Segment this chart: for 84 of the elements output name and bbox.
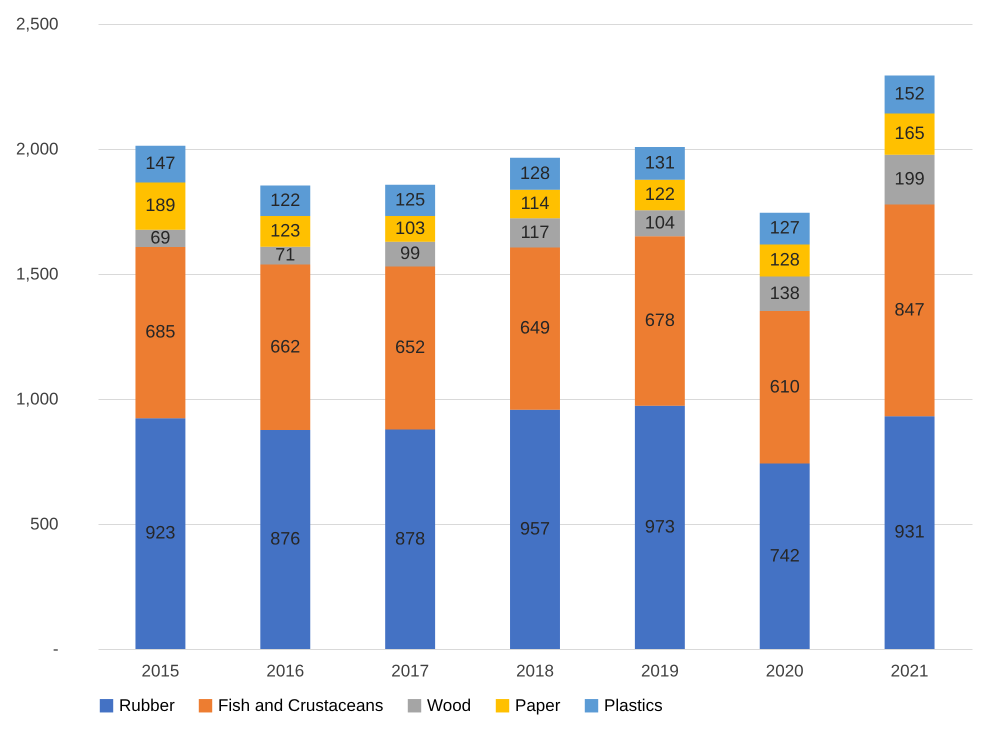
bar	[634, 180, 685, 210]
data-label: 99	[400, 243, 420, 264]
bar	[634, 147, 685, 180]
bar	[760, 311, 810, 464]
legend-label: Paper	[515, 696, 561, 715]
bar	[135, 418, 186, 649]
bar	[884, 154, 935, 204]
x-tick-label: 2020	[766, 662, 804, 680]
data-label: 878	[395, 528, 426, 548]
data-label: 662	[270, 336, 300, 356]
bar	[385, 266, 436, 430]
data-label: 138	[770, 282, 800, 303]
legend-label: Fish and Crustaceans	[218, 696, 384, 715]
x-tick-label: 2016	[266, 662, 304, 680]
bar	[260, 216, 310, 247]
bar	[884, 416, 935, 649]
data-label: 104	[644, 212, 675, 232]
data-label: 147	[145, 153, 176, 174]
data-label: 103	[395, 218, 426, 238]
data-label: 125	[395, 189, 426, 210]
x-tick-label: 2015	[142, 662, 180, 680]
y-tick-label: -	[52, 640, 58, 658]
y-tick-label: 2,500	[16, 14, 58, 34]
bar	[135, 146, 186, 182]
data-label: 876	[270, 528, 300, 548]
bar	[884, 114, 935, 155]
data-label: 128	[520, 162, 550, 183]
bar	[385, 184, 436, 216]
data-label: 71	[275, 244, 296, 265]
bar	[385, 430, 436, 649]
data-label: 652	[395, 337, 426, 357]
y-tick-label: 1,000	[16, 390, 58, 408]
data-label: 127	[770, 218, 800, 238]
data-label: 69	[150, 227, 170, 248]
legend-label: Rubber	[119, 696, 176, 715]
bar	[135, 182, 186, 230]
data-label: 189	[145, 195, 176, 216]
bar	[260, 186, 310, 216]
bar	[634, 406, 685, 649]
data-label: 649	[520, 318, 550, 338]
bar	[884, 204, 935, 416]
data-label: 152	[894, 84, 925, 104]
bar	[760, 464, 810, 649]
bar	[260, 264, 310, 430]
bar	[135, 247, 186, 418]
bar	[760, 244, 810, 276]
data-label: 114	[520, 193, 550, 213]
data-label: 847	[894, 299, 925, 320]
y-tick-label: 2,000	[16, 140, 58, 158]
bar	[760, 212, 810, 244]
bar	[760, 276, 810, 311]
bar	[510, 218, 560, 248]
bar	[260, 246, 310, 264]
data-label: 117	[520, 222, 550, 242]
data-label: 931	[894, 522, 925, 542]
bar	[884, 76, 935, 114]
bar	[510, 410, 560, 649]
x-tick-label: 2017	[391, 662, 430, 680]
y-tick-label: 1,500	[16, 264, 58, 284]
data-label: 123	[270, 220, 300, 240]
data-label: 122	[644, 184, 675, 204]
data-label: 122	[270, 190, 300, 210]
legend-label: Plastics	[604, 696, 663, 715]
data-label: 199	[894, 168, 925, 189]
data-label: 128	[770, 250, 800, 270]
data-label: 973	[644, 516, 675, 536]
data-label: 742	[770, 545, 800, 566]
x-tick-label: 2019	[640, 662, 679, 680]
data-label: 678	[644, 310, 675, 330]
data-label: 610	[770, 376, 800, 396]
legend-label: Wood	[427, 696, 472, 715]
y-tick-label: 500	[30, 514, 58, 534]
data-label: 957	[520, 518, 550, 538]
data-label: 923	[145, 522, 176, 543]
bar	[510, 158, 560, 190]
bar	[510, 190, 560, 218]
data-label: 165	[894, 123, 925, 144]
bar	[634, 236, 685, 406]
bar	[260, 430, 310, 649]
x-tick-label: 2018	[516, 662, 554, 680]
x-tick-label: 2021	[890, 662, 928, 680]
data-label: 685	[145, 322, 176, 342]
data-label: 131	[644, 152, 675, 172]
bar	[510, 248, 560, 410]
